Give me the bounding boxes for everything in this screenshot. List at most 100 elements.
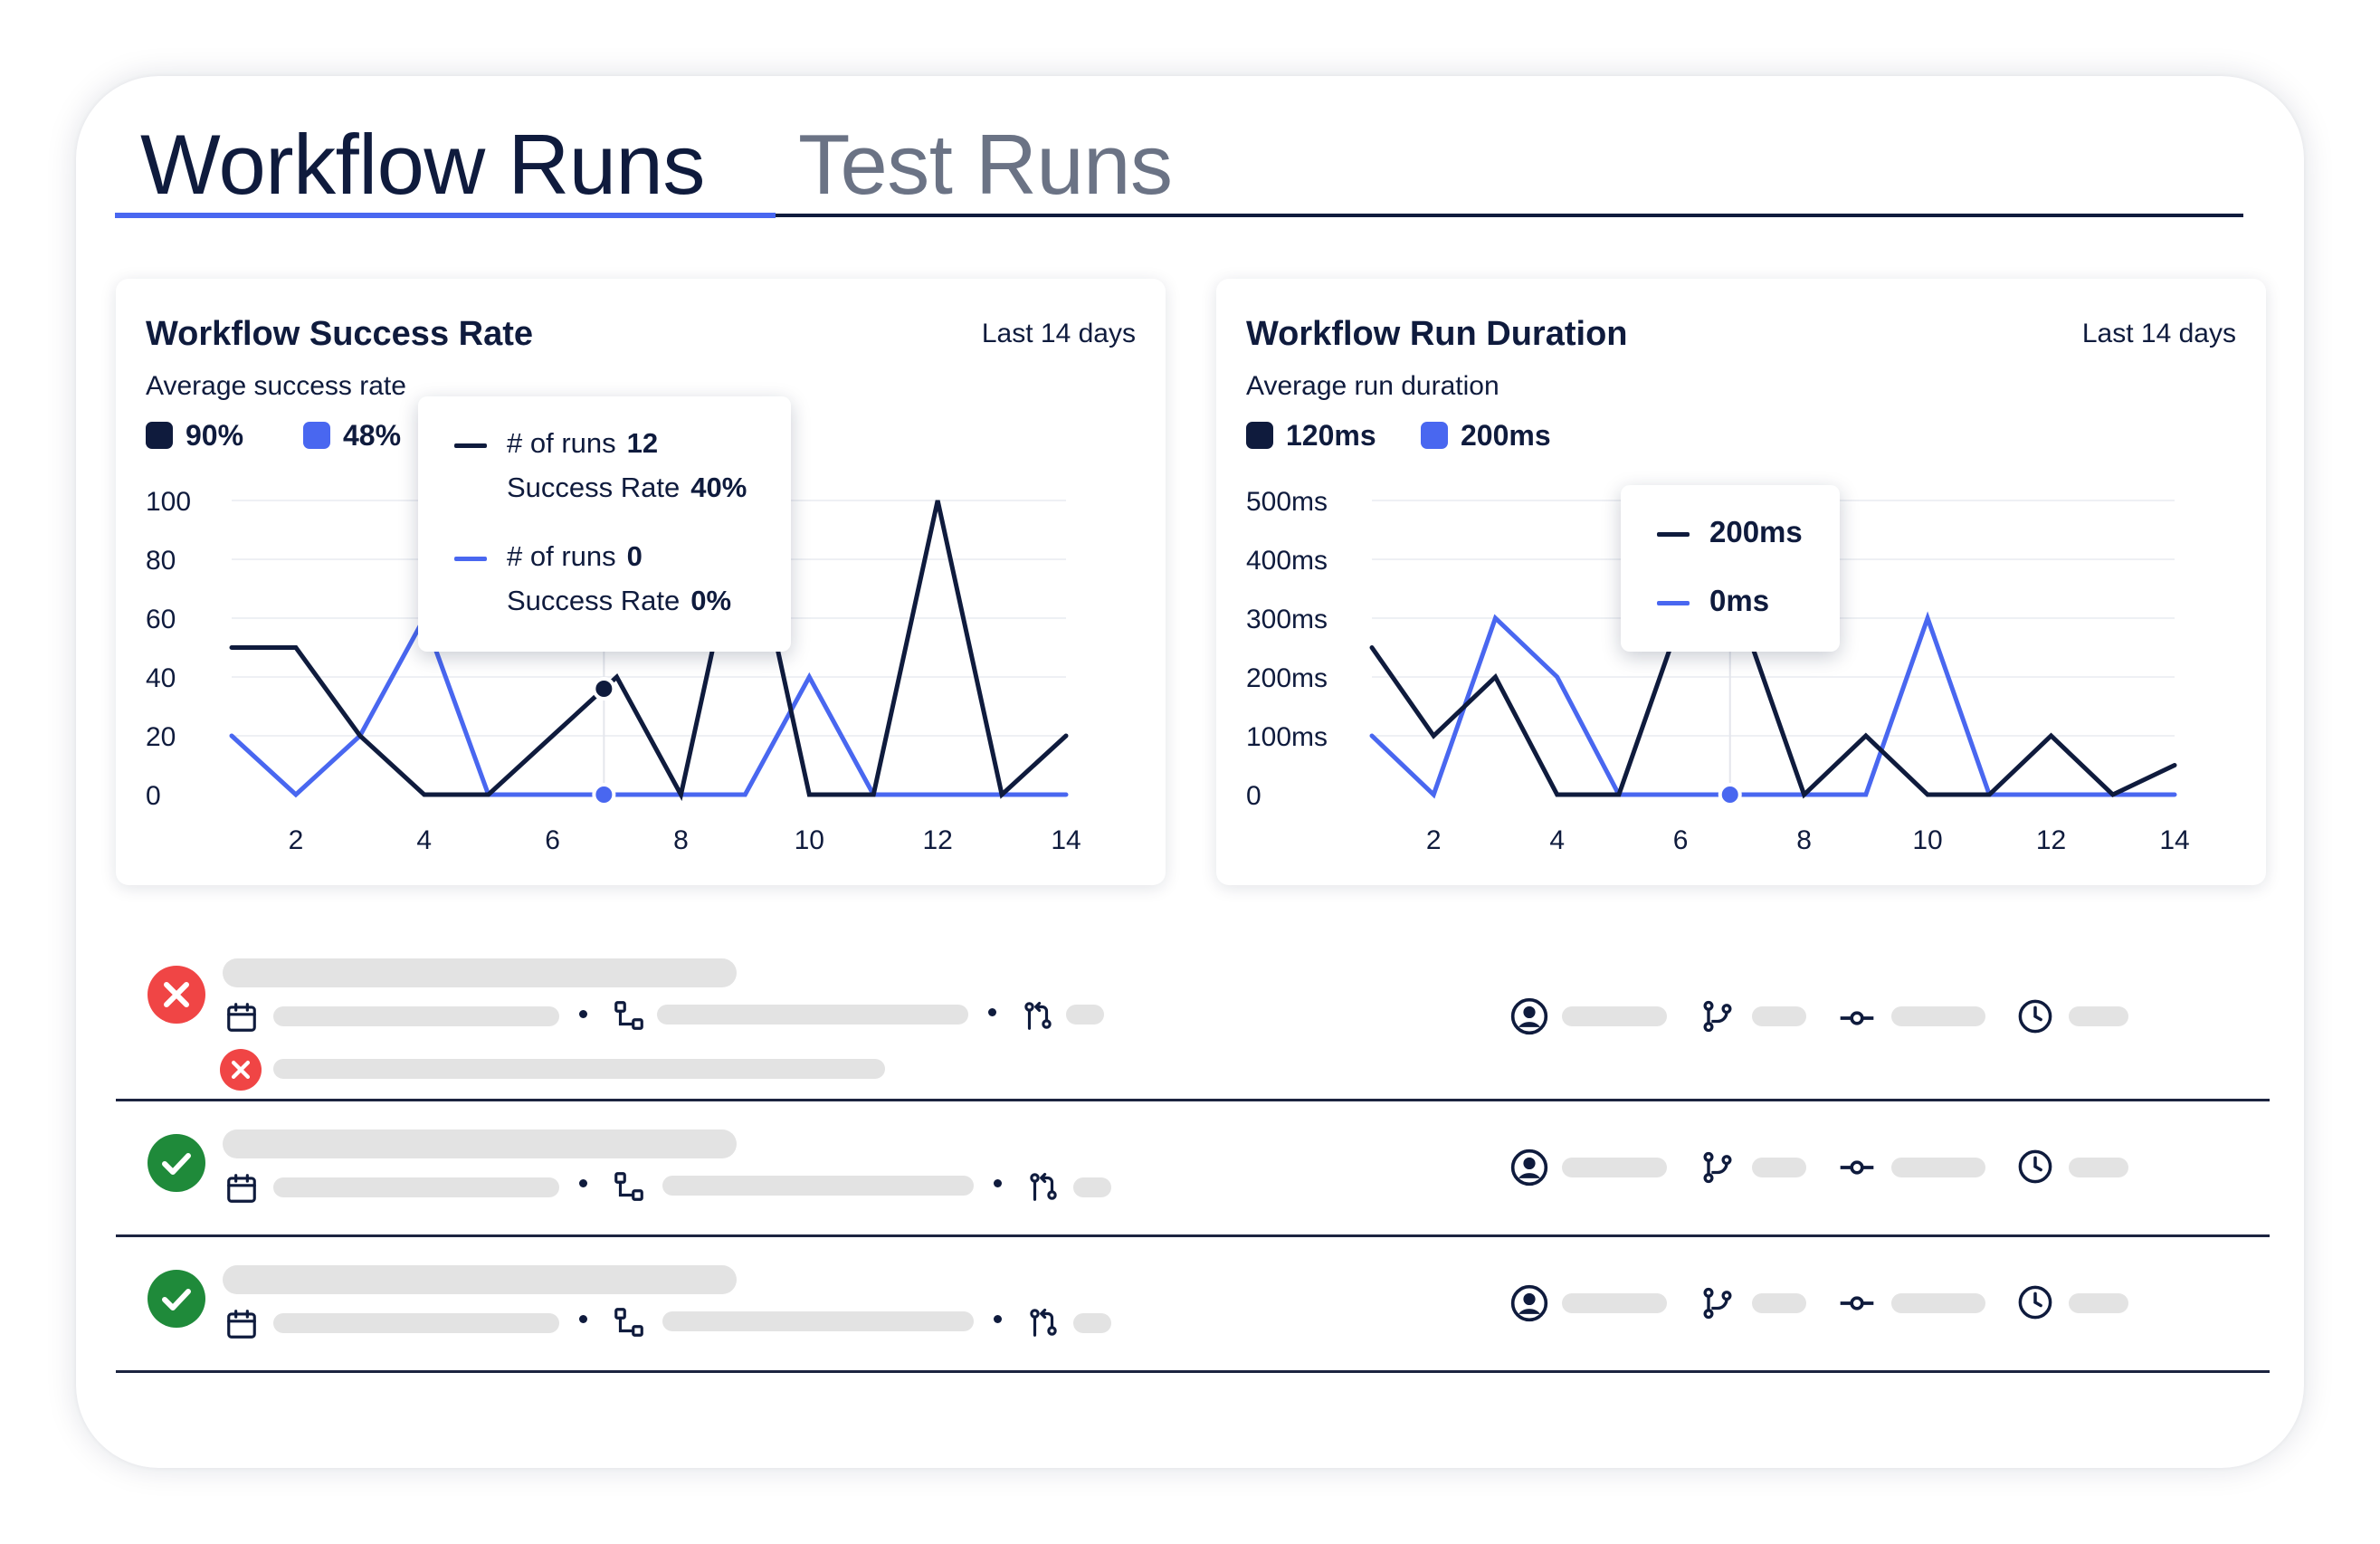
run-title-placeholder [223, 958, 737, 987]
workflow-placeholder [662, 1176, 974, 1196]
series-line [1369, 615, 2177, 799]
row-divider [116, 1099, 2270, 1101]
legend-value: 120ms [1286, 419, 1376, 452]
error-message-placeholder [273, 1059, 885, 1079]
series-line [229, 500, 1069, 802]
branch-placeholder [1752, 1006, 1806, 1026]
tooltip-value: 0ms [1709, 584, 1770, 617]
card-subtitle: Average success rate [146, 371, 406, 401]
branch-icon [1703, 1287, 1732, 1320]
date-placeholder [273, 1006, 559, 1026]
branch-placeholder [1752, 1293, 1806, 1313]
duration-placeholder [2069, 1158, 2128, 1177]
tooltip-series-line [1657, 601, 1690, 605]
period-label: Last 14 days [981, 319, 1136, 348]
user-icon [1510, 1284, 1548, 1322]
x-tick-label: 2 [289, 825, 304, 855]
commit-icon [1840, 1160, 1874, 1175]
x-tick-label: 6 [1673, 825, 1689, 855]
x-circle-icon [220, 1049, 262, 1091]
y-tick-label: 300ms [1246, 605, 1328, 634]
success-rate-card: 0 20 40 60 80 100 2 4 6 8 10 12 14 Workflow Success … [116, 279, 1166, 885]
chart-tooltip: # of runs 12 Success Rate 40% # of runs 0 S… [418, 396, 791, 652]
tooltip-series-line [454, 557, 487, 561]
duration-placeholder [2069, 1293, 2128, 1313]
author-placeholder [1562, 1006, 1667, 1026]
x-tick-label: 8 [673, 825, 689, 855]
tooltip-rate: Success Rate 40% [507, 472, 747, 503]
y-tick-label: 40 [146, 663, 176, 693]
tab-workflow-runs[interactable]: Workflow Runs [140, 117, 705, 212]
date-placeholder [273, 1177, 559, 1197]
card-title: Workflow Run Duration [1246, 315, 1628, 353]
workflow-placeholder [662, 1311, 974, 1331]
clock-icon [2018, 999, 2052, 1034]
separator-dot [994, 1179, 1002, 1187]
y-tick-label: 100ms [1246, 722, 1328, 752]
separator-dot [988, 1008, 996, 1016]
commit-icon [1840, 1011, 1874, 1025]
pr-placeholder [1066, 1005, 1104, 1025]
workflow-icon [614, 1308, 643, 1337]
calendar-icon [227, 1174, 256, 1203]
workflow-icon [614, 1172, 643, 1201]
period-label: Last 14 days [2081, 319, 2236, 348]
hover-point [592, 677, 616, 701]
y-tick-label: 400ms [1246, 546, 1328, 576]
tooltip-value: 200ms [1709, 515, 1803, 548]
active-tab-indicator [115, 213, 776, 218]
card-subtitle: Average run duration [1246, 371, 1499, 401]
x-tick-label: 8 [1796, 825, 1812, 855]
tooltip-series-line [454, 443, 487, 448]
card-title: Workflow Success Rate [146, 315, 534, 353]
x-tick-label: 4 [416, 825, 432, 855]
run-duration-card: 0 100ms 200ms 300ms 400ms 500ms 2 4 6 8 10 12 14 Wor… [1216, 279, 2266, 885]
legend-swatch [1246, 422, 1273, 449]
pr-placeholder [1073, 1313, 1111, 1333]
tab-test-runs[interactable]: Test Runs [798, 117, 1173, 212]
branch-icon [1703, 1000, 1732, 1033]
run-title-placeholder [223, 1129, 737, 1158]
hover-point [592, 783, 616, 806]
calendar-icon [227, 1003, 256, 1032]
user-icon [1510, 1148, 1548, 1187]
author-placeholder [1562, 1293, 1667, 1313]
run-title-placeholder [223, 1265, 737, 1294]
y-tick-label: 20 [146, 722, 176, 752]
separator-dot [579, 1315, 587, 1323]
separator-dot [579, 1179, 587, 1187]
branch-placeholder [1752, 1158, 1806, 1177]
author-placeholder [1562, 1158, 1667, 1177]
calendar-icon [227, 1310, 256, 1339]
workflow-placeholder [657, 1005, 968, 1025]
commit-placeholder [1891, 1158, 1985, 1177]
separator-dot [579, 1010, 587, 1018]
tooltip-rate: Success Rate 0% [507, 585, 732, 616]
x-tick-label: 14 [1051, 825, 1081, 855]
commit-placeholder [1891, 1293, 1985, 1313]
x-tick-label: 12 [922, 825, 952, 855]
y-tick-label: 100 [146, 487, 191, 517]
legend-value: 48% [343, 419, 402, 452]
legend-value: 90% [186, 419, 244, 452]
clock-icon [2018, 1149, 2052, 1184]
tooltip-runs: # of runs 12 [507, 427, 659, 459]
chart-tooltip: 200ms 0ms [1621, 485, 1840, 652]
legend-value: 200ms [1461, 419, 1551, 452]
row-divider [116, 1370, 2270, 1373]
success-rate-chart[interactable]: 0 20 40 60 80 100 2 4 6 8 10 12 14 [116, 279, 1166, 885]
tooltip-runs: # of runs 0 [507, 540, 643, 572]
y-tick-label: 500ms [1246, 487, 1328, 517]
pull-request-icon [1030, 1172, 1057, 1201]
series-line [1369, 611, 2177, 799]
legend-swatch [303, 422, 330, 449]
check-circle-icon [148, 1270, 205, 1328]
date-placeholder [273, 1313, 559, 1333]
pull-request-icon [1030, 1308, 1057, 1337]
legend-swatch [1421, 422, 1448, 449]
branch-icon [1703, 1151, 1732, 1184]
pull-request-icon [1024, 1001, 1052, 1030]
x-tick-label: 6 [545, 825, 560, 855]
y-tick-label: 0 [1246, 781, 1261, 811]
row-divider [116, 1234, 2270, 1237]
